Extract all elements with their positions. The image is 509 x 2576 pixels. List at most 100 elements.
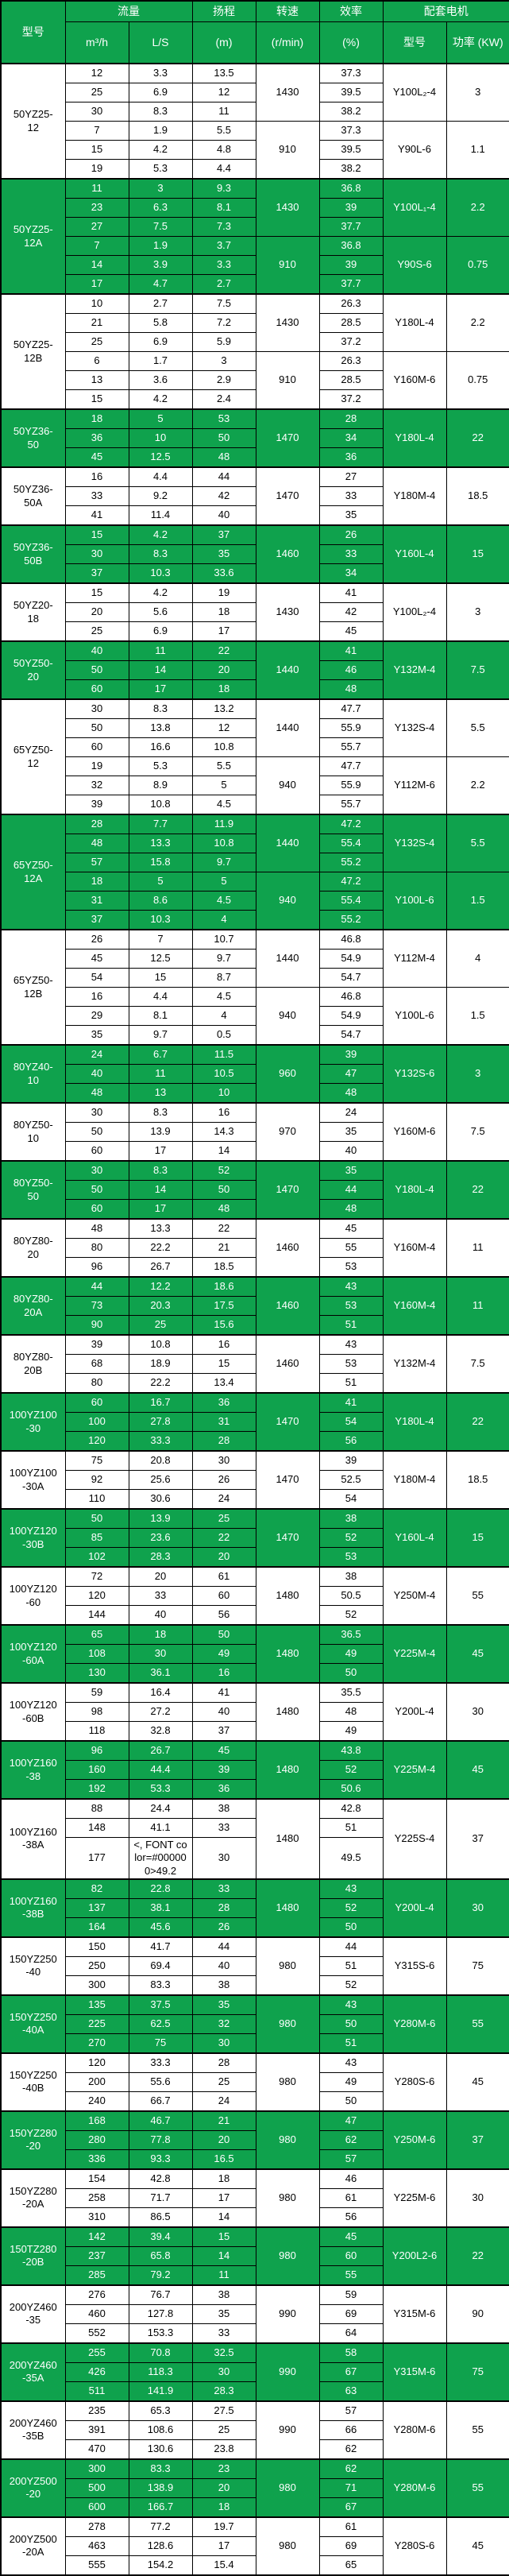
model-cell: 200YZ460 -35	[0, 2284, 66, 2344]
model-cell: 50YZ25- 12A	[0, 178, 66, 295]
efficiency-cell: 48	[318, 1702, 384, 1722]
head-cell: 13.5	[191, 63, 256, 83]
head-cell: 30	[191, 2033, 256, 2054]
table-row: 80 22.2 13.4 51	[1, 1373, 509, 1394]
table-row: 240 66.7 24 50	[1, 2091, 509, 2112]
head-cell: 11	[191, 2265, 256, 2286]
efficiency-cell: 49.5	[318, 1836, 384, 1880]
efficiency-cell: 65	[318, 2555, 384, 2576]
flow-m3h-cell: 21	[64, 313, 129, 333]
motor-power-cell: 0.75	[445, 236, 509, 295]
efficiency-cell: 39.5	[318, 140, 384, 160]
flow-m3h-cell: 72	[64, 1566, 129, 1587]
flow-m3h-cell: 600	[64, 2497, 129, 2518]
flow-ls-cell: 14	[128, 1180, 193, 1200]
flow-ls-cell: 22.8	[128, 1878, 193, 1899]
efficiency-cell: 26.3	[318, 293, 384, 314]
head-cell: 50	[191, 1180, 256, 1200]
table-row: 150YZ250 -40B 120 33.3 28 980 43 Y280S-6 45	[0, 2052, 509, 2112]
flow-m3h-cell: 45	[64, 447, 129, 468]
flow-ls-cell: 3.9	[128, 255, 193, 275]
flow-m3h-cell: 60	[64, 737, 129, 757]
flow-m3h-cell: 336	[64, 2149, 129, 2170]
table-row: 6 1.7 3 910 26.3 Y160M-6 0.75	[1, 351, 509, 410]
efficiency-cell: 28	[318, 408, 384, 429]
flow-m3h-cell: 23	[64, 198, 129, 218]
flow-ls-cell: 8.6	[128, 891, 193, 911]
efficiency-cell: 37.3	[318, 63, 384, 83]
flow-ls-cell: 3	[128, 178, 193, 199]
flow-ls-cell: 71.7	[128, 2187, 193, 2208]
table-row: 19 5.3 5.5 940 47.7 Y112M-6 2.2	[1, 756, 509, 815]
efficiency-cell: 52	[318, 1975, 384, 1996]
efficiency-cell: 71	[318, 2477, 384, 2498]
flow-m3h-cell: 168	[64, 2110, 129, 2131]
speed-cell: 1470	[255, 466, 320, 526]
header-motor-power: 功率 (KW)	[445, 21, 509, 64]
flow-m3h-cell: 15	[64, 140, 129, 160]
motor-power-cell: 3	[445, 582, 509, 642]
speed-cell: 960	[255, 1044, 320, 1104]
model-group: 50YZ50- 20 40 11 22 1440 41 Y132M-4 7.5 50 14 20 46…	[0, 640, 509, 700]
head-cell: 17	[191, 2187, 256, 2208]
flow-m3h-cell: 19	[64, 159, 129, 180]
motor-power-cell: 55	[445, 1566, 509, 1626]
motor-power-cell: 5.5	[445, 814, 509, 872]
head-cell: 40	[191, 1955, 256, 1976]
flow-ls-cell: 16.7	[128, 1392, 193, 1413]
table-row: 29 8.1 4 54.9	[1, 1006, 509, 1026]
table-row: 100YZ120 -60B 59 16.4 41 1480 35.5 Y200L-4 30	[0, 1682, 509, 1742]
efficiency-cell: 47	[318, 2110, 384, 2131]
flow-m3h-cell: 255	[64, 2342, 129, 2363]
flow-m3h-cell: 57	[64, 853, 129, 872]
flow-m3h-cell: 500	[64, 2477, 129, 2498]
flow-ls-cell: 30.6	[128, 1489, 193, 1510]
efficiency-cell: 64	[318, 2323, 384, 2344]
head-cell: 10.8	[191, 737, 256, 757]
speed-cell: 910	[255, 351, 320, 410]
table-row: 160 44.4 39 52	[1, 1760, 509, 1780]
head-cell: 4.5	[191, 987, 256, 1007]
efficiency-cell: 44	[318, 1936, 384, 1957]
flow-m3h-cell: 68	[64, 1354, 129, 1374]
head-cell: 14	[191, 2207, 256, 2228]
table-row: 45 12.5 48 36	[1, 447, 509, 468]
model-cell: 65YZ50- 12A	[0, 814, 66, 930]
flow-m3h-cell: 26	[64, 929, 129, 950]
flow-m3h-cell: 16	[64, 987, 129, 1007]
flow-ls-cell: 46.7	[128, 2110, 193, 2131]
efficiency-cell: 26.3	[318, 351, 384, 371]
model-cell: 100YZ100 -30A	[0, 1450, 66, 1510]
head-cell: 38	[191, 2284, 256, 2305]
efficiency-cell: 45	[318, 2226, 384, 2247]
flow-ls-cell: 11	[128, 1064, 193, 1084]
table-row: 19 5.3 4.4 38.2	[1, 159, 509, 180]
efficiency-cell: 66	[318, 2419, 384, 2440]
table-row: 100YZ120 -60 72 20 61 1480 38 Y250M-4 55	[0, 1566, 509, 1626]
model-cell: 65YZ50- 12B	[0, 929, 66, 1046]
efficiency-cell: 62	[318, 2439, 384, 2460]
efficiency-cell: 26	[318, 524, 384, 545]
head-cell: 42	[191, 486, 256, 506]
efficiency-cell: 38.2	[318, 102, 384, 122]
model-group: 50YZ20- 18 15 4.2 19 1430 41 Y100L₂-4 3 20 5.6 18 4…	[0, 582, 509, 642]
efficiency-cell: 61	[318, 2187, 384, 2208]
speed-cell: 1430	[255, 63, 320, 122]
flow-ls-cell: 18.9	[128, 1354, 193, 1374]
flow-m3h-cell: 65	[64, 1624, 129, 1645]
flow-m3h-cell: 7	[64, 236, 129, 256]
flow-ls-cell: <, FONT color=#000000>49.2	[128, 1836, 193, 1880]
motor-model-cell: Y280M-6	[382, 1994, 447, 2054]
flow-m3h-cell: 552	[64, 2323, 129, 2344]
head-cell: 15.4	[191, 2555, 256, 2576]
motor-model-cell: Y180M-4	[382, 466, 447, 526]
motor-power-cell: 45	[445, 1740, 509, 1800]
motor-power-cell: 45	[445, 1624, 509, 1684]
table-row: 148 41.1 33 51	[1, 1818, 509, 1838]
flow-m3h-cell: 30	[64, 1102, 129, 1123]
efficiency-cell: 39	[318, 1044, 384, 1065]
head-cell: 5	[191, 872, 256, 892]
flow-m3h-cell: 88	[64, 1798, 129, 1819]
speed-cell: 910	[255, 236, 320, 295]
flow-ls-cell: 8.3	[128, 698, 193, 719]
